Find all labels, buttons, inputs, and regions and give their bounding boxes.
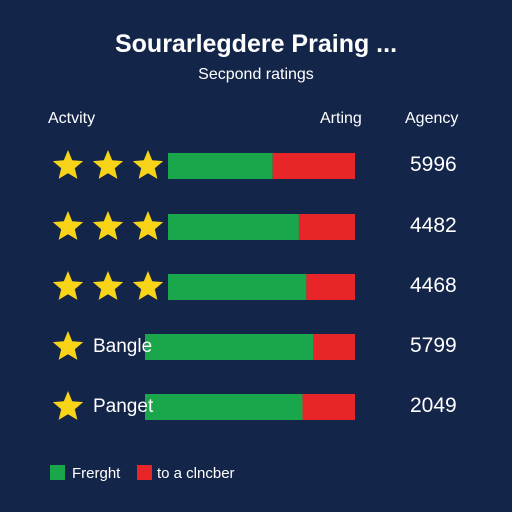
bar-red-segment bbox=[313, 334, 355, 360]
column-header-rating: Arting bbox=[320, 110, 362, 127]
row-label: Panget bbox=[93, 396, 154, 417]
bar-green-segment bbox=[145, 334, 313, 360]
legend-label-green: Frerght bbox=[72, 465, 121, 482]
bar-red-segment bbox=[272, 153, 355, 179]
star-icon bbox=[52, 211, 84, 240]
bar-red-segment bbox=[306, 274, 355, 300]
column-header-activity: Actvity bbox=[48, 110, 96, 127]
star-icon bbox=[52, 331, 84, 360]
row-value: 5996 bbox=[410, 153, 457, 176]
star-icon bbox=[132, 211, 164, 240]
bar-red-segment bbox=[302, 394, 355, 420]
star-icon bbox=[132, 150, 164, 179]
row-value: 2049 bbox=[410, 394, 457, 417]
star-icon bbox=[52, 391, 84, 420]
row-label: Bangle bbox=[93, 336, 153, 357]
row-value: 5799 bbox=[410, 334, 457, 357]
bar-red-segment bbox=[298, 214, 355, 240]
bar-green-segment bbox=[168, 274, 307, 300]
star-icon bbox=[132, 271, 164, 300]
legend-label-red: to a clncber bbox=[157, 465, 235, 482]
bar-green-segment bbox=[168, 153, 273, 179]
row-value: 4468 bbox=[410, 274, 457, 297]
legend-swatch-green bbox=[50, 465, 65, 480]
row-value: 4482 bbox=[410, 214, 457, 237]
column-header-agency: Agency bbox=[405, 110, 459, 127]
chart-subtitle: Secpond ratings bbox=[198, 66, 314, 83]
bar-green-segment bbox=[168, 214, 299, 240]
star-icon bbox=[92, 150, 124, 179]
chart-title: Sourarlegdere Praing ... bbox=[114, 30, 398, 58]
bar-green-segment bbox=[145, 394, 303, 420]
star-icon bbox=[52, 271, 84, 300]
legend-swatch-red bbox=[137, 465, 152, 480]
star-icon bbox=[92, 271, 124, 300]
star-icon bbox=[52, 150, 84, 179]
star-icon bbox=[92, 211, 124, 240]
